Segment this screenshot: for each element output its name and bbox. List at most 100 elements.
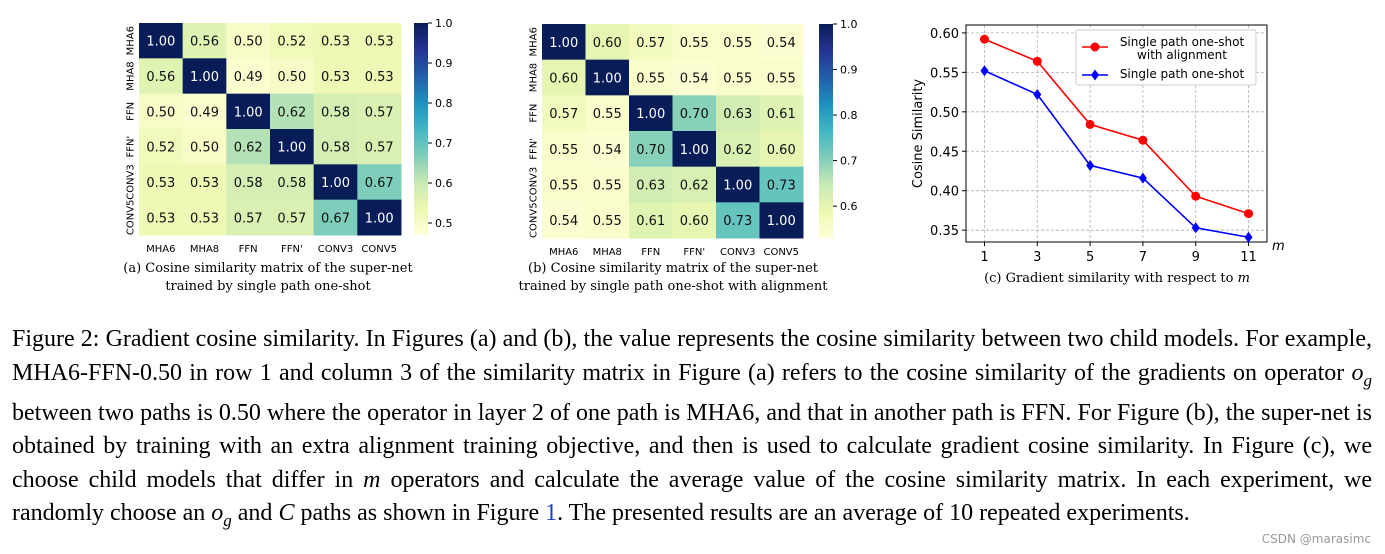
x-tick-label: 1 [980, 250, 988, 265]
heatmap-cell [629, 202, 673, 239]
cell-value-label: 0.49 [190, 105, 219, 120]
heatmap-cell [759, 166, 804, 203]
cell-value-label: 0.50 [146, 105, 175, 120]
row-tick-label: MHA6 [126, 26, 137, 55]
colorbar-tick-label: 0.8 [840, 109, 858, 122]
watermark: CSDN @marasimc [1261, 532, 1371, 546]
heatmap-cell [716, 59, 760, 96]
heatmap-cell [270, 23, 315, 59]
x-axis-label: m [1272, 239, 1285, 254]
heatmap-cell [182, 23, 227, 59]
row-tick-label: CONV5 [529, 202, 540, 238]
cell-value-label: 0.50 [190, 141, 219, 156]
cell-value-label: 0.58 [234, 176, 263, 191]
cell-value-label: 0.63 [636, 179, 665, 194]
heatmap-cell [585, 59, 630, 96]
heatmap-cell [542, 202, 586, 239]
heatmap-cell [716, 131, 760, 168]
heatmap-cell [672, 131, 717, 168]
x-tick-label: 11 [1240, 250, 1257, 265]
heatmap-cell [270, 199, 315, 236]
heatmap-cell [182, 199, 227, 236]
y-tick-label: 0.55 [930, 66, 959, 81]
x-tick-label: 7 [1139, 250, 1147, 265]
cell-value-label: 0.53 [190, 211, 219, 226]
y-tick-label: 0.40 [930, 185, 959, 200]
row-tick-label: CONV5 [126, 200, 137, 236]
heatmap-cell [357, 164, 402, 201]
heatmap-cell [672, 202, 717, 239]
heatmap-cell [357, 93, 402, 130]
colorbar-tick-label: 0.7 [435, 137, 453, 150]
heatmap-cell [270, 58, 315, 95]
colorbar-tick-label: 0.7 [840, 155, 858, 168]
row-tick-label: MHA8 [529, 63, 540, 92]
cell-value-label: 0.58 [321, 105, 350, 120]
cell-value-label: 1.00 [321, 176, 350, 191]
legend-marker [1091, 69, 1099, 81]
cell-value-label: 1.00 [549, 36, 578, 51]
cell-value-label: 0.60 [593, 36, 622, 51]
colorbar-tick-label: 0.9 [840, 64, 858, 77]
col-tick-label: CONV3 [318, 244, 354, 255]
heatmap-cell [139, 93, 184, 130]
x-tick-label: 5 [1086, 250, 1094, 265]
row-tick-label: MHA8 [126, 61, 137, 90]
row-tick-label: FFN' [126, 136, 137, 158]
heatmap-cell [672, 24, 717, 61]
cell-value-label: 0.70 [636, 143, 665, 158]
cell-value-label: 0.62 [234, 141, 263, 156]
heatmap-cell [226, 93, 271, 130]
heatmap-cell [629, 166, 673, 203]
data-point [1085, 119, 1095, 129]
cell-value-label: 0.50 [277, 70, 306, 85]
series-line [984, 70, 1249, 239]
cell-value-label: 0.56 [146, 70, 175, 85]
caption-fragment: . The presented results are an average o… [557, 500, 1190, 527]
heatmap-cell [716, 202, 760, 239]
col-tick-label: MHA6 [549, 247, 578, 258]
caption-fragment: C [278, 500, 295, 527]
cell-value-label: 0.53 [190, 176, 219, 191]
cell-value-label: 0.73 [767, 179, 796, 194]
panel-caption-line: (b) Cosine similarity matrix of the supe… [528, 261, 819, 276]
col-tick-label: FFN' [683, 247, 705, 258]
heatmap-cell [139, 164, 184, 201]
cell-value-label: 0.61 [636, 214, 665, 229]
col-tick-label: CONV3 [720, 247, 756, 258]
caption-fragment[interactable]: 1 [545, 500, 558, 527]
heatmap-cell [542, 95, 586, 132]
cell-value-label: 1.00 [767, 214, 796, 229]
data-point [1191, 222, 1200, 234]
heatmap-cell [270, 129, 315, 165]
heatmap-cell [585, 24, 630, 61]
cell-value-label: 0.58 [321, 141, 350, 156]
heatmap-cell [585, 166, 630, 203]
cell-value-label: 1.00 [234, 105, 263, 120]
cell-value-label: 0.56 [190, 35, 219, 50]
heatmap-cell [226, 23, 271, 59]
heatmap-cell [357, 23, 402, 59]
col-tick-label: CONV5 [763, 247, 799, 258]
heatmap-cell [313, 23, 358, 59]
cell-value-label: 0.58 [277, 176, 306, 191]
heatmap-cell [313, 164, 358, 201]
y-axis-label: Cosine Similarity [911, 79, 926, 189]
cell-value-label: 0.57 [277, 211, 306, 226]
row-tick-label: MHA6 [529, 27, 540, 56]
cell-value-label: 0.57 [636, 36, 665, 51]
cell-value-label: 0.55 [593, 179, 622, 194]
row-tick-label: FFN [126, 102, 137, 121]
data-point [980, 65, 989, 77]
heatmap-cell [226, 129, 271, 165]
heatmap-cell [182, 164, 227, 201]
col-tick-label: FFN [239, 244, 258, 255]
x-tick-label: 3 [1033, 250, 1041, 265]
cell-value-label: 0.55 [549, 179, 578, 194]
cell-value-label: 0.53 [321, 35, 350, 50]
data-point [979, 34, 989, 44]
heatmap-cell [759, 131, 804, 168]
cell-value-label: 0.67 [365, 176, 394, 191]
heatmap-cell [226, 164, 271, 201]
